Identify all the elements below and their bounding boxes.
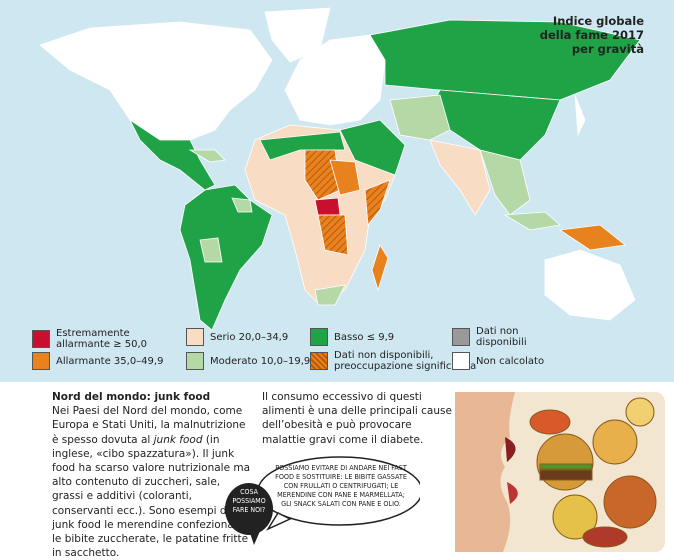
text: (in inglese, «cibo spazzatura»). Il junk…: [52, 433, 251, 560]
text: Nei Paesi del Nord del mondo, come Europ…: [52, 405, 246, 446]
legend-label: Basso ≤ 9,9: [334, 331, 395, 343]
article: Nord del mondo: junk food Nei Paesi del …: [52, 390, 252, 560]
speech-bubbles: [225, 456, 420, 545]
legend-label: Dati non: [476, 326, 519, 337]
map-title: Indice globale della fame 2017 per gravi…: [540, 14, 644, 56]
text-italic: junk food: [153, 433, 203, 446]
title-line: della fame 2017: [539, 28, 644, 42]
legend-item: Dati non disponibili, preoccupazione sign…: [310, 350, 476, 372]
legend-item: Non calcolato: [452, 352, 544, 370]
article-paragraph: Il consumo eccessivo di questi alimenti …: [262, 391, 452, 446]
world-map: [0, 0, 674, 382]
question-bubble: COSA POSSIAMO FARE NOI?: [232, 488, 266, 514]
legend-label: disponibili: [476, 337, 527, 348]
legend-label: Estremamente: [56, 328, 130, 339]
legend-label: Serio 20,0–34,9: [210, 331, 289, 343]
answer-bubble: POSSIAMO EVITARE DI ANDARE NEI FAST FOOD…: [275, 463, 407, 508]
legend-item: Moderato 10,0–19,9: [186, 352, 310, 370]
legend-label: Allarmante 35,0–49,9: [56, 355, 164, 367]
legend-label: Dati non disponibili,: [334, 350, 434, 361]
title-line: Indice globale: [552, 14, 644, 28]
legend-label: Moderato 10,0–19,9: [210, 355, 311, 367]
legend-item: Allarmante 35,0–49,9: [32, 352, 163, 370]
legend-item: Serio 20,0–34,9: [186, 328, 288, 346]
article-heading: Nord del mondo: junk food: [52, 391, 211, 403]
legend-label: preoccupazione significativa: [334, 361, 477, 372]
article-paragraph: Nei Paesi del Nord del mondo, come Europ…: [52, 404, 252, 560]
legend-label: Non calcolato: [476, 355, 545, 367]
junk-food-photo: [455, 392, 665, 552]
legend-item: Basso ≤ 9,9: [310, 328, 394, 346]
legend-item: Estremamente allarmante ≥ 50,0: [32, 328, 147, 350]
legend-label: allarmante ≥ 50,0: [56, 339, 148, 350]
legend-item: Dati non disponibili: [452, 326, 527, 348]
title-line: per gravità: [571, 42, 644, 56]
